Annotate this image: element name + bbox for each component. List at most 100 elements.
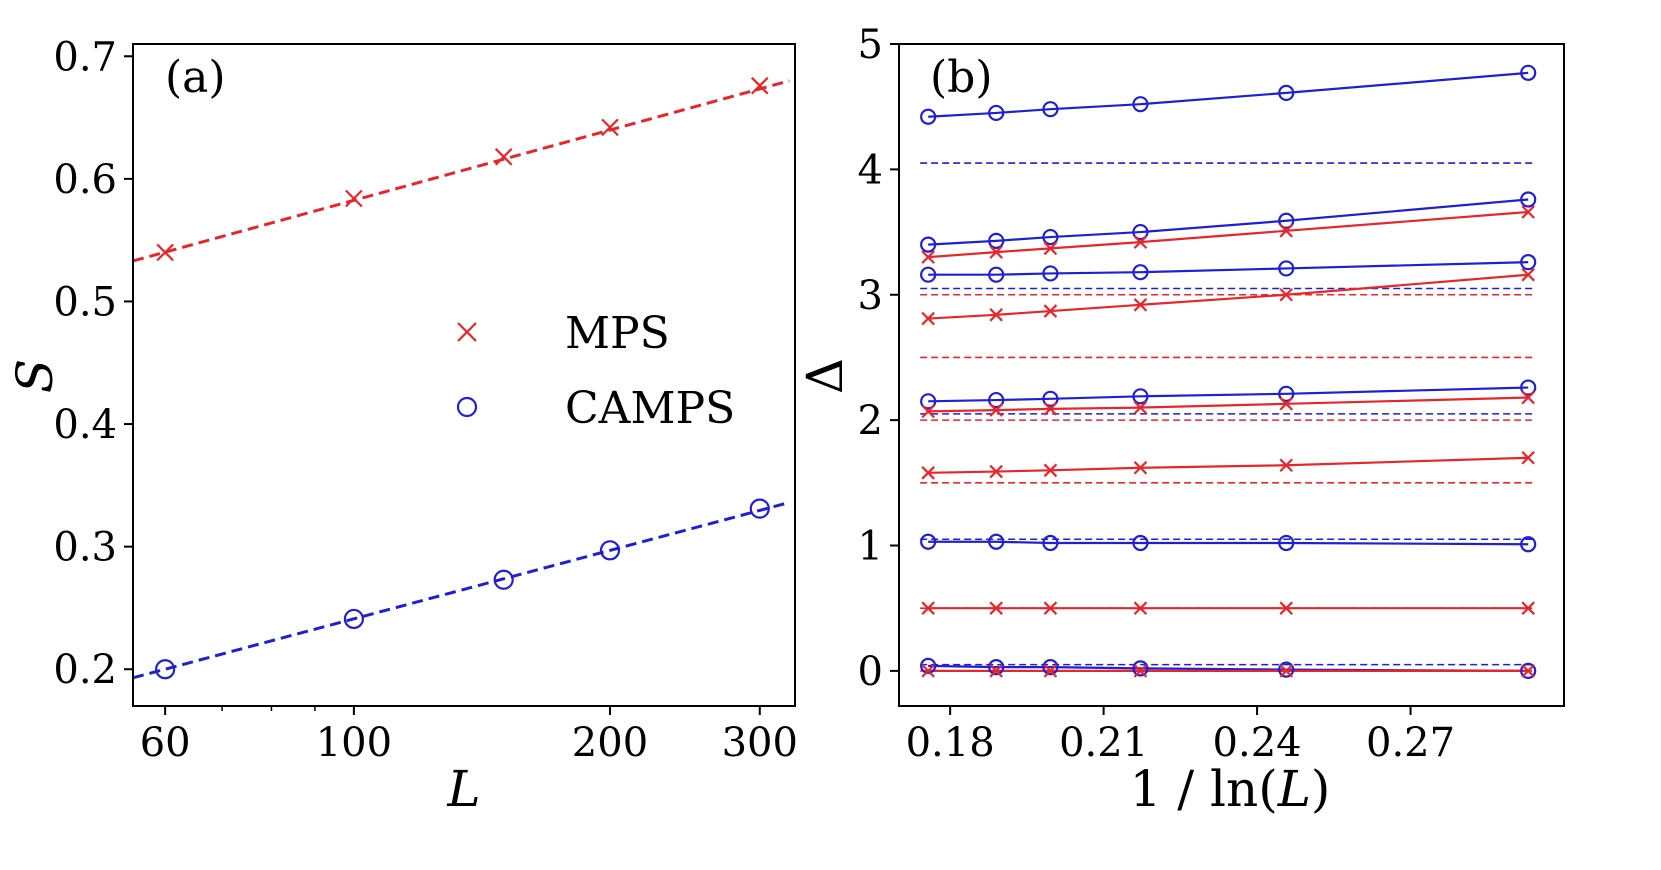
panel-b-camps-point bbox=[920, 236, 937, 253]
panel-b-camps-point bbox=[1278, 661, 1295, 678]
panel-b-mps-point bbox=[921, 311, 935, 326]
panel-b-label: (b) bbox=[930, 52, 993, 103]
panel-b-line-camps-level-3 bbox=[928, 261, 1529, 276]
panel-b-mps-point bbox=[1043, 463, 1058, 478]
panel-b-mps-point bbox=[1133, 664, 1148, 678]
panel-a-y-tick-label: 0.3 bbox=[53, 525, 117, 571]
panel-b-y-tick-label: 1 bbox=[858, 524, 883, 570]
panel-b-line-camps-level-1 bbox=[928, 71, 1529, 118]
panel-b-camps-point bbox=[1132, 223, 1149, 241]
panel-b-mps-point bbox=[989, 308, 1003, 322]
panel-b-line-camps-level-2 bbox=[928, 198, 1529, 246]
panel-b-mps-point bbox=[1043, 241, 1058, 256]
panel-b-y-tick-label: 2 bbox=[858, 398, 883, 444]
panel-b-mps-point bbox=[1279, 601, 1294, 615]
panel-a-fit-line-mps bbox=[132, 79, 790, 263]
panel-b-mps-point bbox=[1279, 664, 1294, 678]
panel-a-x-tick-label: 100 bbox=[316, 720, 392, 766]
panel-b-y-tick-label: 3 bbox=[858, 273, 883, 319]
panel-b-mps-point bbox=[989, 403, 1003, 417]
panel-a-mps-point bbox=[601, 118, 619, 137]
panel-b-camps-point bbox=[988, 391, 1005, 409]
panel-b-camps-point bbox=[1042, 534, 1059, 552]
panel-b-camps-point bbox=[1132, 96, 1149, 113]
panel-b-camps-point bbox=[988, 232, 1005, 249]
panel-a-y-tick-label: 0.6 bbox=[53, 157, 117, 203]
panel-a-camps-point bbox=[493, 569, 514, 590]
legend: MPS CAMPS bbox=[456, 308, 735, 434]
panel-b-x-tick-label: 0.21 bbox=[1059, 720, 1148, 766]
panel-b-camps-point bbox=[920, 657, 937, 674]
panel-b-mps-point bbox=[1521, 205, 1535, 219]
panel-a-mps-point bbox=[751, 76, 769, 95]
panel-b-camps-point bbox=[1042, 228, 1059, 246]
panel-b-camps-point bbox=[1520, 379, 1537, 396]
panel-b-camps-point bbox=[920, 393, 937, 410]
panel-b-mps-point bbox=[921, 664, 935, 678]
panel-b-camps-point bbox=[920, 533, 937, 550]
panel-a-camps-point bbox=[343, 608, 364, 630]
panel-a-camps-point bbox=[599, 540, 621, 561]
panel-a-y-tick-label: 0.2 bbox=[53, 647, 117, 693]
panel-a-fit-lines bbox=[132, 79, 790, 680]
panel-b-mps-point bbox=[1133, 601, 1148, 615]
panel-b-camps-point bbox=[1520, 662, 1537, 679]
panel-a-mps-point bbox=[345, 189, 363, 208]
panel-b-camps-point bbox=[1132, 534, 1149, 552]
panel-b-x-tick-label: 0.24 bbox=[1213, 720, 1302, 766]
panel-b-mps-point bbox=[989, 601, 1003, 615]
panel-a-y-tick-label: 0.5 bbox=[53, 279, 117, 325]
panel-b-camps-point bbox=[1042, 101, 1059, 118]
panel-b-line-camps-level-5 bbox=[928, 540, 1529, 546]
panel-b-y-tick-label: 0 bbox=[858, 649, 883, 695]
panel-a-ticks: 60 100 200 300 0.2 0.3 0.4 0.5 0.6 0.7 bbox=[53, 34, 798, 766]
panel-a-mps-point bbox=[494, 148, 513, 166]
panel-b-mps-point bbox=[1521, 390, 1535, 405]
panel-a-camps-point bbox=[749, 498, 770, 519]
panel-b-line-mps-level-2 bbox=[928, 273, 1529, 320]
panel-a-x-tick-label: 200 bbox=[572, 720, 648, 766]
panel-a-y-tick-label: 0.4 bbox=[53, 402, 117, 448]
panel-b-mps-point bbox=[1133, 400, 1148, 415]
panel-b-camps-point bbox=[1042, 265, 1059, 282]
panel-b-mps-point bbox=[921, 250, 935, 264]
panel-b-mps-point bbox=[921, 601, 935, 615]
panel-b: 0.18 0.21 0.24 0.27 0 1 2 3 4 5 (b) Δ 1 / ln(L) bbox=[796, 22, 1565, 818]
panel-b-camps-point bbox=[988, 266, 1005, 283]
legend-mps-x bbox=[457, 322, 477, 342]
panel-b-mps-point bbox=[921, 466, 935, 480]
panel-b-x-axis-title: 1 / ln(L) bbox=[1130, 760, 1331, 818]
panel-a-x-tick-label: 60 bbox=[140, 720, 191, 766]
panel-b-mps-point bbox=[1043, 601, 1058, 615]
panel-b-x-tick-label: 0.27 bbox=[1366, 720, 1455, 766]
panel-b-camps-point bbox=[1278, 212, 1295, 229]
panel-b-camps-point bbox=[1042, 659, 1059, 676]
panel-b-camps-point bbox=[1278, 260, 1295, 277]
panel-b-mps-point bbox=[1279, 397, 1294, 411]
panel-a-x-axis-title: L bbox=[446, 760, 480, 818]
legend-camps-label: CAMPS bbox=[565, 383, 735, 434]
panel-a-x-tick-label: 300 bbox=[722, 720, 798, 766]
panel-a-mps-point bbox=[156, 243, 174, 262]
panel-b-camps-point bbox=[1278, 84, 1295, 101]
panel-b-line-camps-level-4 bbox=[928, 386, 1529, 403]
panel-b-mps-point bbox=[989, 464, 1003, 479]
panel-b-y-tick-label: 5 bbox=[858, 22, 883, 68]
panel-b-markers bbox=[920, 64, 1537, 679]
panel-b-line-mps-level-1 bbox=[928, 210, 1529, 259]
panel-b-mps-point bbox=[1133, 461, 1148, 475]
panel-b-mps-point bbox=[1279, 287, 1294, 302]
panel-b-camps-point bbox=[920, 266, 937, 283]
panel-b-x-axis-title-prefix: 1 / ln( bbox=[1130, 760, 1278, 818]
panel-b-mps-point bbox=[1043, 304, 1058, 318]
panel-b-camps-point bbox=[1520, 254, 1537, 271]
panel-a-fit-line-camps bbox=[132, 501, 790, 680]
panel-a-markers bbox=[155, 76, 770, 680]
panel-b-camps-point bbox=[1132, 388, 1149, 405]
panel-b-mps-point bbox=[1521, 601, 1535, 615]
legend-camps-marker bbox=[456, 396, 478, 418]
panel-b-mps-point bbox=[989, 245, 1003, 259]
panel-a-y-tick-label: 0.7 bbox=[53, 34, 117, 80]
panel-a: 60 100 200 300 0.2 0.3 0.4 0.5 0.6 0.7 (a) S L MP… bbox=[6, 34, 798, 818]
